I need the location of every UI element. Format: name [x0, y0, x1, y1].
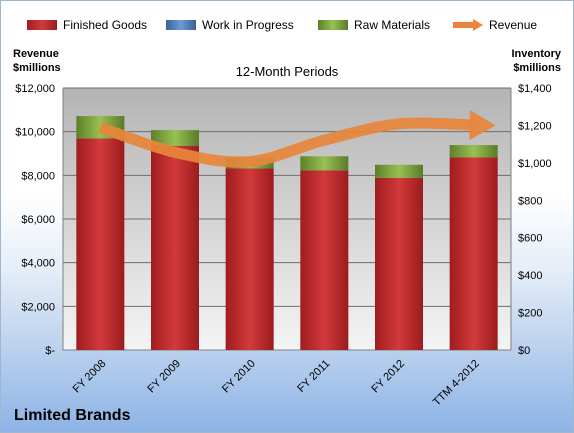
left-tick-label: $10,000	[15, 127, 55, 139]
right-axis-title: Inventory	[511, 48, 561, 60]
bar-finished-goods	[225, 168, 274, 350]
right-tick-label: $600	[518, 233, 542, 245]
bar-finished-goods	[300, 170, 349, 350]
bar-finished-goods	[151, 146, 199, 350]
right-tick-label: $800	[518, 195, 542, 207]
legend-arrowhead	[473, 19, 483, 31]
bar-finished-goods	[76, 138, 125, 350]
right-tick-label: $0	[518, 345, 530, 357]
left-axis-title-unit: $millions	[13, 62, 61, 74]
left-tick-label: $2,000	[21, 301, 55, 313]
revenue-line	[98, 117, 474, 168]
bar-raw-materials	[300, 156, 349, 171]
legend-swatch	[166, 20, 196, 30]
right-tick-label: $200	[518, 308, 542, 320]
legend-label: Work in Progress	[202, 18, 294, 32]
revenue-arrowhead	[469, 110, 496, 141]
left-axis-title: Revenue	[13, 48, 59, 60]
left-tick-label: $8,000	[21, 170, 55, 182]
right-tick-label: $1,000	[518, 158, 552, 170]
chart-subtitle: 12-Month Periods	[236, 64, 339, 79]
bar-finished-goods	[375, 177, 423, 350]
company-title: Limited Brands	[14, 407, 131, 424]
legend-label: Finished Goods	[63, 18, 147, 32]
left-tick-label: $12,000	[15, 83, 55, 95]
legend-swatch	[27, 20, 57, 30]
left-tick-label: $6,000	[21, 214, 55, 226]
bar-raw-materials	[151, 130, 199, 147]
legend-label: Revenue	[489, 18, 537, 32]
x-tick-label: TTM 4-2012	[431, 358, 482, 409]
bar-raw-materials	[375, 164, 423, 178]
left-tick-label: $4,000	[21, 258, 55, 270]
right-tick-label: $1,400	[518, 83, 552, 95]
x-tick-label: FY 2011	[295, 358, 332, 395]
bar-finished-goods	[449, 157, 498, 350]
right-tick-label: $400	[518, 270, 542, 282]
bar-raw-materials	[449, 145, 498, 158]
x-tick-label: FY 2008	[71, 358, 109, 396]
legend-swatch	[318, 20, 348, 30]
left-tick-label: $-	[45, 345, 55, 357]
right-axis-title-unit: $millions	[513, 62, 561, 74]
x-tick-label: FY 2010	[220, 358, 258, 396]
right-tick-label: $1,200	[518, 120, 552, 132]
legend-label: Raw Materials	[354, 18, 430, 32]
x-tick-label: FY 2012	[369, 358, 407, 396]
x-tick-label: FY 2009	[145, 358, 183, 396]
